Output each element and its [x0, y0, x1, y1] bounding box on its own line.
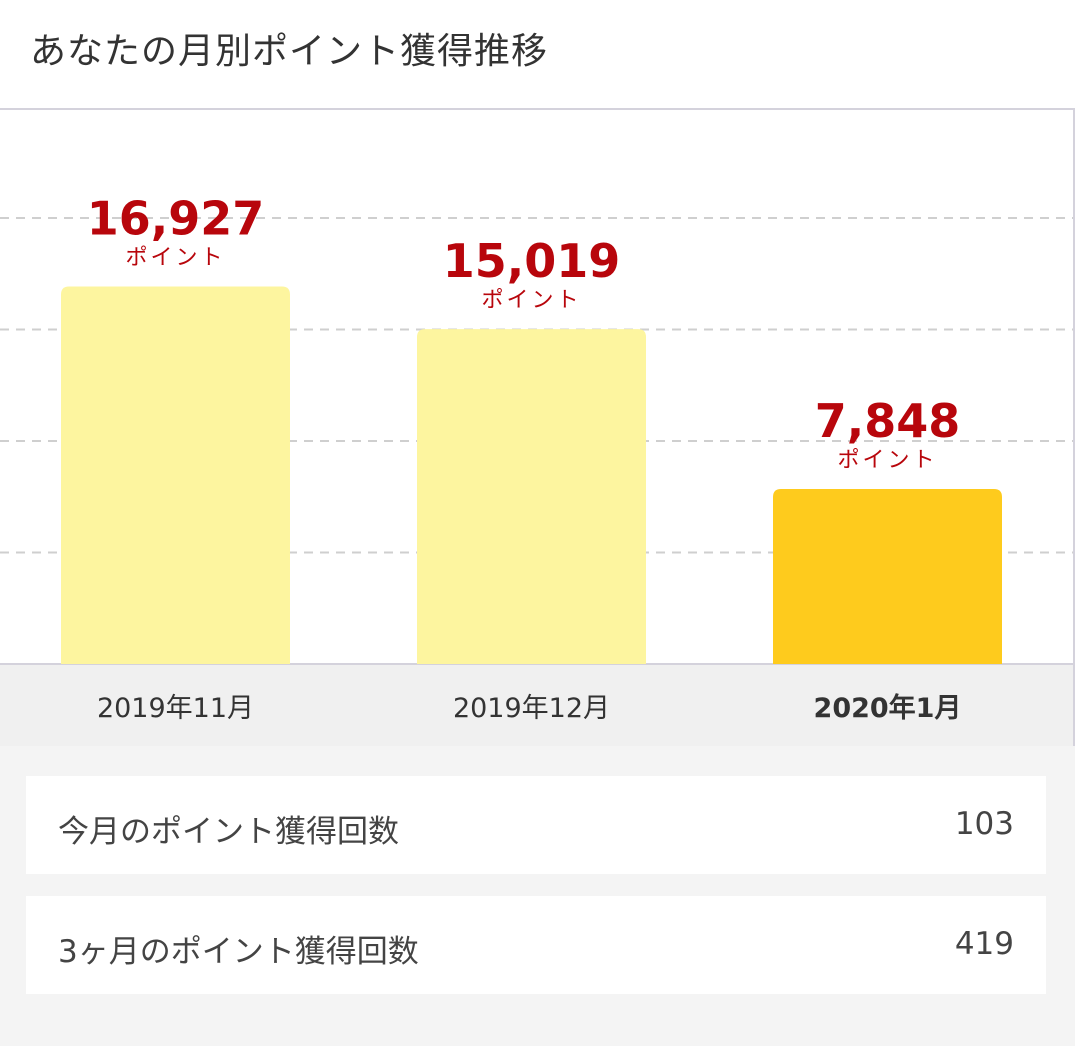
bar-value-label: 15,019: [443, 234, 621, 288]
bar-unit-label: ポイント: [481, 288, 581, 313]
bar-value-label: 16,927: [87, 192, 265, 246]
stat-value: 419: [954, 926, 1014, 962]
category-axis-band: [0, 664, 1073, 746]
stats-area: 今月のポイント獲得回数 103 3ヶ月のポイント獲得回数 419: [0, 746, 1075, 1046]
title-bar: あなたの月別ポイント獲得推移: [0, 0, 1075, 108]
category-label: 2019年12月: [453, 693, 610, 724]
page-title: あなたの月別ポイント獲得推移: [30, 31, 549, 72]
stat-row-three-month-count: 3ヶ月のポイント獲得回数 419: [26, 896, 1046, 994]
bar-unit-label: ポイント: [125, 246, 225, 271]
stat-row-monthly-count: 今月のポイント獲得回数 103: [26, 776, 1046, 874]
bar-chart: 16,927ポイント2019年11月15,019ポイント2019年12月7,84…: [0, 192, 1073, 746]
stat-label: 3ヶ月のポイント獲得回数: [58, 934, 419, 970]
stat-value: 103: [954, 806, 1014, 842]
stat-label: 今月のポイント獲得回数: [58, 814, 399, 850]
bar-value-label: 7,848: [815, 394, 961, 448]
chart-panel: 16,927 ポイント 2019年11月 15,019 ポイント 2019年12月 7,84…: [0, 108, 1075, 748]
category-label: 2020年1月: [814, 692, 962, 724]
bar: [773, 488, 1002, 664]
bar-unit-label: ポイント: [837, 448, 937, 473]
bar: [61, 286, 290, 664]
bar: [417, 329, 646, 664]
category-label: 2019年11月: [97, 693, 254, 724]
